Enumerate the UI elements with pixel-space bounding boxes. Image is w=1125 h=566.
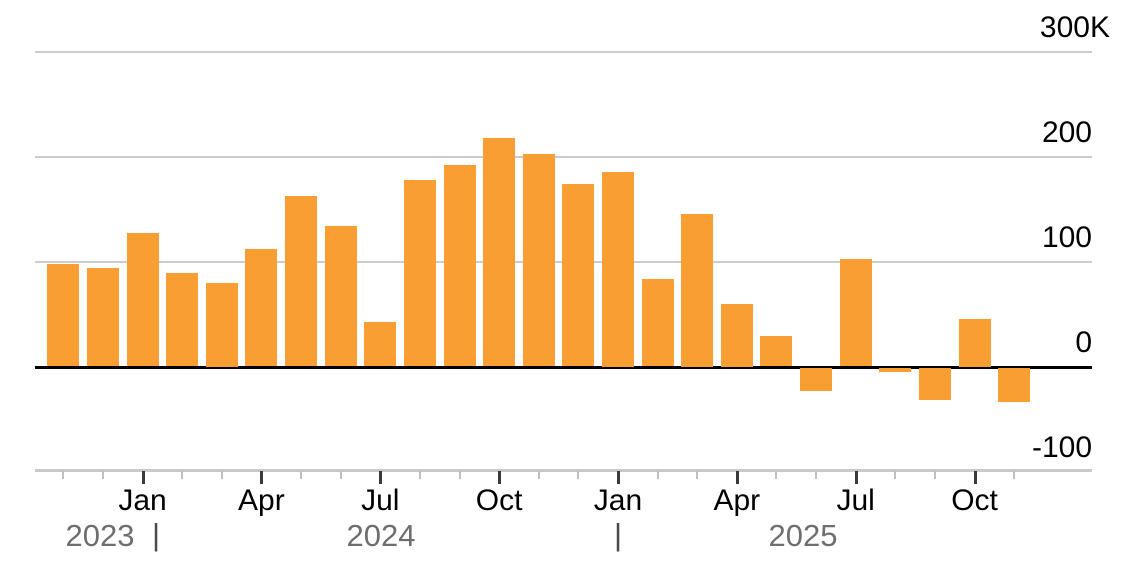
x-axis-label-oct-2025: Oct bbox=[951, 484, 998, 517]
bar-jan-2024 bbox=[126, 233, 159, 367]
major-tick-jul-2024 bbox=[379, 471, 383, 484]
minor-tick-sep-2025 bbox=[933, 471, 936, 479]
bar-aug-2024 bbox=[403, 179, 436, 367]
minor-tick-mar-2024 bbox=[220, 471, 223, 479]
bar-mar-2024 bbox=[205, 282, 238, 367]
bar-jun-2024 bbox=[324, 225, 357, 367]
y-axis-label-100: 100 bbox=[1041, 221, 1092, 254]
gridline--100 bbox=[35, 469, 1092, 472]
minor-tick-aug-2024 bbox=[418, 471, 421, 479]
bar-oct-2025 bbox=[958, 319, 991, 367]
minor-tick-dec-2024 bbox=[577, 471, 580, 479]
minor-tick-nov-2025 bbox=[1013, 471, 1016, 479]
y-axis-label--100: -100 bbox=[1031, 431, 1092, 464]
gridline-200 bbox=[35, 156, 1092, 158]
bar-may-2024 bbox=[285, 196, 318, 367]
gridline-0 bbox=[35, 366, 1092, 369]
x-axis-label-jul-2025: Jul bbox=[836, 484, 875, 517]
minor-tick-nov-2024 bbox=[537, 471, 540, 479]
year-label-2024: 2024 bbox=[346, 518, 416, 553]
minor-tick-jun-2025 bbox=[815, 471, 818, 479]
major-tick-jul-2025 bbox=[854, 471, 858, 484]
bar-apr-2024 bbox=[245, 248, 278, 367]
year-label-2025: 2025 bbox=[768, 518, 838, 553]
x-axis-label-apr-2024: Apr bbox=[238, 484, 285, 517]
bar-aug-2025 bbox=[879, 368, 912, 373]
bar-feb-2025 bbox=[641, 279, 674, 367]
x-axis-label-jan-2025: Jan bbox=[593, 484, 643, 517]
y-axis-label-300k: 300K bbox=[1039, 11, 1110, 44]
bar-sep-2024 bbox=[443, 164, 476, 367]
bar-jul-2025 bbox=[839, 259, 872, 367]
x-axis-label-jul-2024: Jul bbox=[361, 484, 400, 517]
bar-may-2025 bbox=[760, 336, 793, 367]
minor-tick-feb-2025 bbox=[656, 471, 659, 479]
bar-nov-2024 bbox=[522, 154, 555, 367]
bar-feb-2024 bbox=[166, 273, 199, 367]
major-tick-oct-2024 bbox=[498, 471, 502, 484]
minor-tick-jun-2024 bbox=[339, 471, 342, 479]
major-tick-jan-2025 bbox=[616, 471, 620, 484]
bar-dec-2023 bbox=[86, 267, 119, 367]
gridline-300k bbox=[35, 51, 1092, 53]
minor-tick-mar-2025 bbox=[696, 471, 699, 479]
bar-mar-2025 bbox=[681, 214, 714, 367]
major-tick-oct-2025 bbox=[973, 471, 977, 484]
major-tick-jan-2024 bbox=[141, 471, 145, 484]
x-axis-label-oct-2024: Oct bbox=[475, 484, 523, 517]
y-axis-label-200: 200 bbox=[1041, 116, 1092, 149]
minor-tick-may-2024 bbox=[300, 471, 303, 479]
major-tick-apr-2024 bbox=[260, 471, 264, 484]
year-separator-1: | bbox=[151, 517, 161, 552]
minor-tick-nov-2023 bbox=[62, 471, 65, 479]
major-tick-apr-2025 bbox=[735, 471, 739, 484]
bar-jan-2025 bbox=[601, 172, 634, 367]
x-axis-label-apr-2025: Apr bbox=[713, 484, 761, 517]
minor-tick-may-2025 bbox=[775, 471, 778, 479]
bar-dec-2024 bbox=[562, 183, 595, 367]
minor-tick-aug-2025 bbox=[894, 471, 897, 479]
bar-apr-2025 bbox=[720, 303, 753, 367]
year-separator-2: | bbox=[613, 517, 623, 552]
minor-tick-feb-2024 bbox=[181, 471, 184, 479]
bar-nov-2025 bbox=[998, 368, 1031, 402]
x-axis-label-jan-2024: Jan bbox=[118, 484, 167, 517]
bar-jul-2024 bbox=[364, 322, 397, 367]
year-label-2023: 2023 bbox=[65, 518, 135, 553]
bar-oct-2024 bbox=[483, 137, 516, 367]
minor-tick-dec-2023 bbox=[101, 471, 104, 479]
bar-jun-2025 bbox=[800, 368, 833, 392]
y-axis-label-0: 0 bbox=[1075, 326, 1092, 359]
minor-tick-sep-2024 bbox=[458, 471, 461, 479]
bar-nov-2023 bbox=[47, 263, 80, 367]
bar-sep-2025 bbox=[918, 368, 951, 400]
